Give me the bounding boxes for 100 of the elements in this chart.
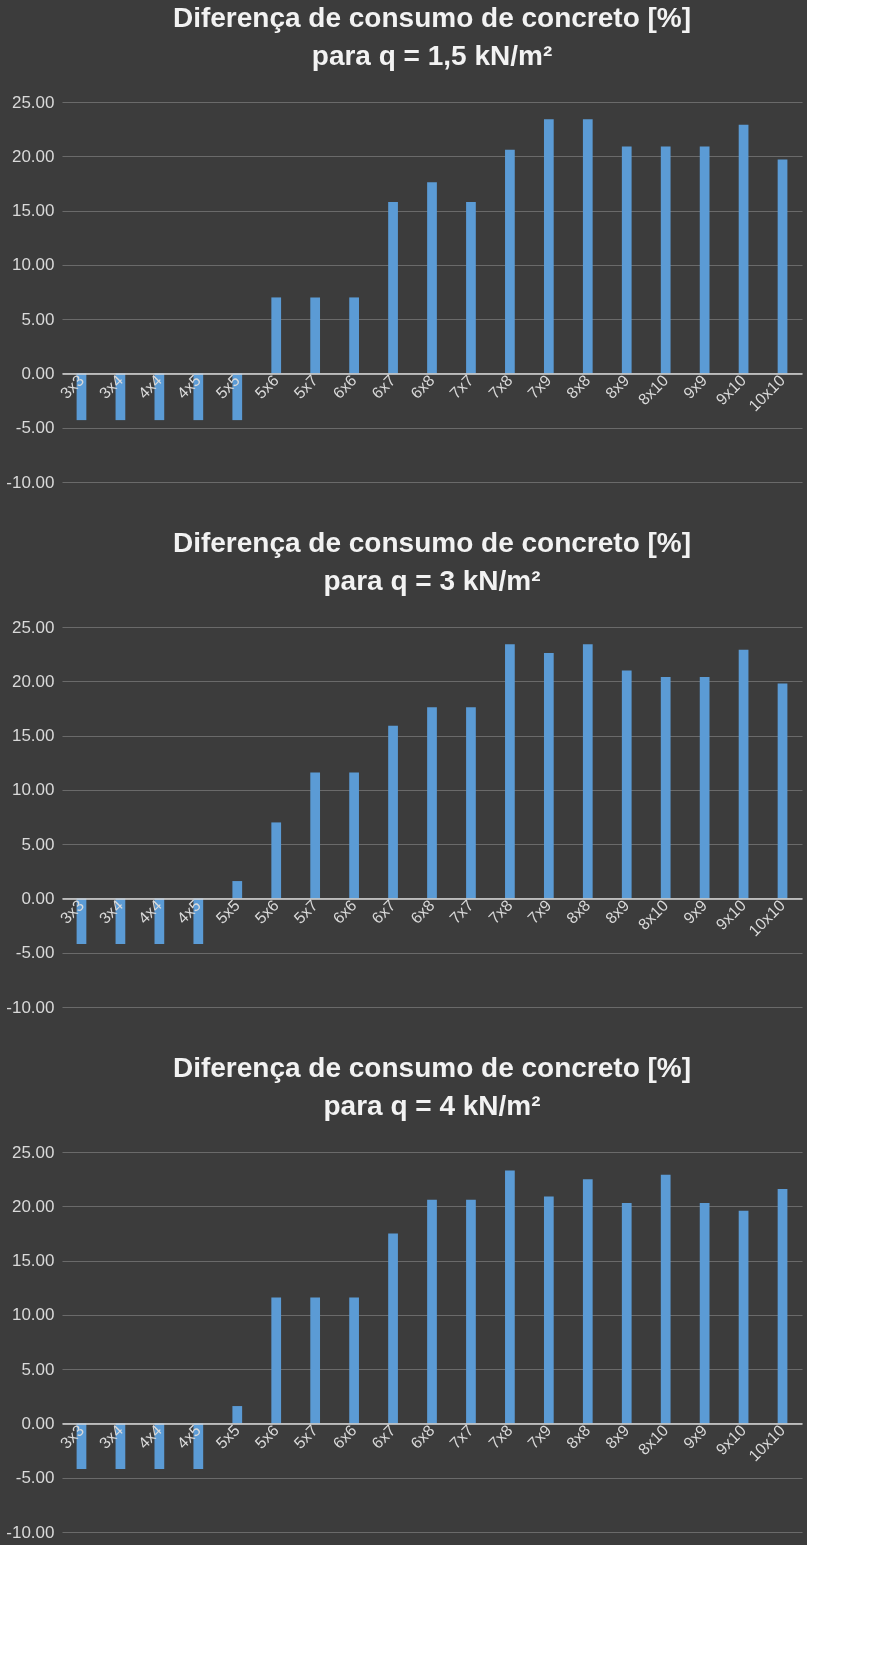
bar	[543, 653, 554, 899]
bar	[466, 1199, 476, 1424]
bar	[582, 119, 593, 374]
bar	[466, 707, 476, 899]
x-tick-label: 4x4	[134, 371, 166, 402]
x-tick-label: 5x7	[290, 371, 321, 402]
x-tick-label: 3x3	[56, 896, 88, 927]
bar	[582, 644, 593, 899]
x-tick-label: 5x5	[212, 1421, 243, 1452]
bar	[699, 1203, 710, 1424]
x-tick-label: 3x3	[56, 1421, 88, 1452]
x-tick-label: 6x7	[368, 371, 399, 402]
x-tick-label: 5x7	[290, 1421, 321, 1452]
x-tick-label: 9x9	[680, 371, 711, 402]
chart-title: Diferença de consumo de concreto [%] para q = 4 kN/m²	[172, 1052, 692, 1121]
x-tick-label: 4x4	[134, 1421, 166, 1452]
y-tick-label: 20.00	[11, 1196, 55, 1216]
y-tick-label: 25.00	[11, 1142, 55, 1162]
bar	[271, 297, 282, 374]
bar	[660, 146, 671, 374]
bar	[777, 683, 788, 899]
x-tick-label: 5x6	[251, 1421, 282, 1452]
x-tick-label: 6x7	[368, 896, 399, 927]
x-tick-label: 7x7	[446, 371, 477, 402]
y-tick-label: 0.00	[21, 363, 55, 383]
bar	[738, 124, 749, 374]
bar	[505, 644, 515, 899]
bar	[271, 1297, 282, 1424]
x-tick-label: 7x9	[524, 896, 555, 927]
x-tick-label: 4x5	[173, 896, 205, 927]
bar	[699, 676, 710, 899]
y-tick-label: 15.00	[11, 726, 55, 746]
bar	[388, 725, 398, 899]
x-tick-label: 6x7	[368, 1421, 399, 1452]
bar	[310, 772, 321, 899]
bar	[660, 676, 671, 899]
x-tick-label: 5x7	[290, 896, 321, 927]
x-tick-label: 8x9	[602, 1421, 633, 1452]
bar	[427, 707, 437, 899]
y-tick-label: -5.00	[15, 943, 55, 963]
x-tick-label: 3x4	[95, 1421, 127, 1452]
y-tick-label: 10.00	[11, 255, 55, 275]
y-tick-label: 10.00	[11, 780, 55, 800]
bar	[505, 149, 515, 374]
bar	[621, 670, 632, 899]
x-tick-label: 8x8	[563, 371, 594, 402]
bar	[777, 159, 788, 374]
y-tick-label: -10.00	[6, 472, 55, 492]
bar	[271, 822, 282, 899]
y-tick-label: 15.00	[11, 201, 55, 221]
x-tick-label: 5x5	[212, 371, 243, 402]
y-tick-label: 5.00	[21, 1359, 55, 1379]
x-tick-label: 5x6	[251, 896, 282, 927]
x-tick-label: 8x8	[563, 1421, 594, 1452]
bar	[660, 1174, 671, 1424]
bar	[349, 1297, 359, 1424]
bar	[505, 1170, 515, 1424]
y-tick-label: 5.00	[21, 834, 55, 854]
x-tick-label: 6x6	[329, 896, 360, 927]
x-tick-label: 8x9	[602, 371, 633, 402]
chart-title: Diferença de consumo de concreto [%] para q = 1,5 kN/m²	[172, 2, 692, 71]
bar	[388, 201, 398, 374]
y-tick-label: 15.00	[11, 1251, 55, 1271]
bar	[621, 1203, 632, 1424]
x-tick-label: 3x3	[56, 371, 88, 402]
bar	[777, 1188, 788, 1424]
bar	[621, 146, 632, 374]
y-tick-label: -10.00	[6, 997, 55, 1017]
x-tick-label: 8x8	[563, 896, 594, 927]
bar	[738, 649, 749, 899]
x-tick-label: 8x9	[602, 896, 633, 927]
y-tick-label: 0.00	[21, 1413, 55, 1433]
bar	[427, 1199, 437, 1424]
y-tick-label: 25.00	[11, 617, 55, 637]
y-tick-label: 20.00	[11, 671, 55, 691]
bar	[699, 146, 710, 374]
bar	[738, 1210, 749, 1424]
bar	[466, 201, 476, 374]
x-tick-label: 6x6	[329, 1421, 360, 1452]
x-tick-label: 7x7	[446, 896, 477, 927]
bar	[388, 1233, 398, 1424]
y-tick-label: 10.00	[11, 1305, 55, 1325]
y-tick-label: -10.00	[6, 1522, 55, 1542]
bar	[543, 119, 554, 374]
x-tick-label: 6x8	[407, 896, 438, 927]
bar	[582, 1179, 593, 1424]
x-tick-label: 4x5	[173, 1421, 205, 1452]
x-tick-label: 6x6	[329, 371, 360, 402]
x-tick-label: 7x9	[524, 371, 555, 402]
x-tick-label: 7x8	[485, 371, 516, 402]
x-tick-label: 7x8	[485, 1421, 516, 1452]
x-tick-label: 3x4	[95, 896, 127, 927]
y-tick-label: 5.00	[21, 309, 55, 329]
y-tick-label: 25.00	[11, 92, 55, 112]
x-tick-label: 9x9	[680, 896, 711, 927]
x-tick-label: 7x7	[446, 1421, 477, 1452]
x-tick-label: 7x9	[524, 1421, 555, 1452]
bar	[543, 1196, 554, 1424]
x-tick-label: 9x9	[680, 1421, 711, 1452]
y-tick-label: 0.00	[21, 888, 55, 908]
